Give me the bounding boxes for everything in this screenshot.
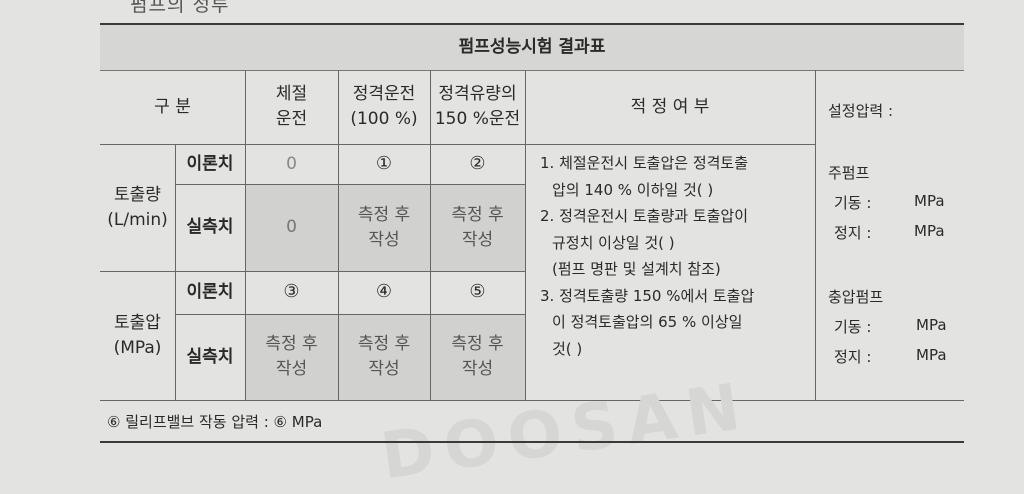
pressure-measured-rated: 측정 후 작성 <box>338 314 430 400</box>
header-shutoff-line2: 운전 <box>275 109 308 129</box>
pressure-measured-shutoff-line2: 작성 <box>275 359 308 379</box>
header-shutoff: 체절 운전 <box>245 70 338 144</box>
pressure-theory-shutoff: ③ <box>283 281 300 303</box>
header-150-line2: 150 %운전 <box>434 109 521 129</box>
grid-line <box>430 70 431 400</box>
jockey-pump-label: 충압펌프 <box>828 288 884 306</box>
relief-valve-footnote: ⑥ 릴리프밸브 작동 압력 : ⑥ MPa <box>107 413 323 431</box>
table-bottom-rule <box>100 441 964 443</box>
pressure-label-line1: 토출압 <box>114 312 161 333</box>
requirement-line: 2. 정격운전시 토출량과 토출압이 <box>540 207 749 225</box>
pressure-theory-150: ⑤ <box>469 281 486 303</box>
requirement-line: 규정치 이상일 것( ) <box>552 233 675 252</box>
set-pressure-title: 설정압력 : <box>828 102 894 120</box>
requirement-line: 3. 정격토출량 150 %에서 토출압 <box>540 286 755 305</box>
grid-line <box>338 70 339 400</box>
grid-line <box>175 314 525 315</box>
grid-line <box>175 184 525 185</box>
header-rated-line1: 정격운전 <box>352 84 416 105</box>
page-heading-cut: 펌프의 성루 <box>130 0 230 16</box>
main-pump-stop-unit: MPa <box>914 222 945 240</box>
table-top-rule <box>100 23 964 25</box>
jockey-pump-start-unit: MPa <box>916 316 947 334</box>
flow-theory-150: ② <box>469 152 486 174</box>
pressure-theory-rated: ④ <box>375 281 393 303</box>
grid-line <box>815 70 816 400</box>
requirement-line: (펌프 명판 및 설계치 참조) <box>552 260 721 278</box>
header-category: 구 분 <box>154 96 191 117</box>
flow-measured-shutoff: 0 <box>286 217 297 238</box>
flow-measured-shade <box>245 184 525 271</box>
header-rated: 정격운전 (100 %) <box>338 70 430 144</box>
flow-label: 토출량 (L/min) <box>100 144 175 271</box>
header-150-line1: 정격유량의 <box>438 84 517 105</box>
flow-measured-150: 측정 후 작성 <box>430 184 525 271</box>
main-pump-start-label: 기동 : <box>834 194 872 212</box>
flow-measured-rated: 측정 후 작성 <box>338 184 430 271</box>
pressure-measured-shutoff-line1: 측정 후 <box>265 334 318 355</box>
pressure-measured-150-line2: 작성 <box>461 359 494 379</box>
flow-label-line1: 토출량 <box>114 184 161 205</box>
flow-theory-shutoff: 0 <box>286 153 297 174</box>
flow-measured-rated-line1: 측정 후 <box>357 204 411 225</box>
grid-line <box>100 271 525 272</box>
pressure-measured-shutoff: 측정 후 작성 <box>245 314 338 400</box>
pressure-label: 토출압 (MPa) <box>100 271 175 400</box>
requirement-line: 압의 140 % 이하일 것( ) <box>552 180 714 199</box>
grid-line <box>100 400 964 401</box>
flow-measured-150-line1: 측정 후 <box>451 204 504 225</box>
pressure-measured-150-line1: 측정 후 <box>451 334 504 355</box>
pressure-measured-rated-line2: 작성 <box>368 359 400 379</box>
pressure-measured-150: 측정 후 작성 <box>430 314 525 400</box>
flow-measured-150-line2: 작성 <box>461 229 494 250</box>
requirement-line: 것( ) <box>552 339 583 358</box>
grid-line <box>525 70 526 400</box>
flow-measured-label: 실측치 <box>186 217 234 238</box>
requirement-line: 이 정격토출압의 65 % 이상일 <box>552 313 743 331</box>
title-band <box>100 25 964 71</box>
grid-line <box>100 144 815 145</box>
flow-theory-label: 이론치 <box>186 153 234 174</box>
pressure-label-line2: (MPa) <box>113 337 162 358</box>
header-150: 정격유량의 150 %운전 <box>430 70 525 144</box>
main-pump-stop-label: 정지 : <box>834 224 872 242</box>
flow-label-line2: (L/min) <box>107 209 168 230</box>
table-title: 펌프성능시험 결과표 <box>458 37 606 57</box>
grid-line <box>175 144 176 400</box>
main-pump-label: 주펌프 <box>828 164 870 182</box>
flow-measured-rated-line2: 작성 <box>368 229 400 250</box>
header-judgement: 적 정 여 부 <box>630 96 710 117</box>
flow-theory-rated: ① <box>375 152 393 174</box>
pressure-theory-label: 이론치 <box>186 282 234 303</box>
requirements-list: 1. 체절운전시 토출압은 정격토출 압의 140 % 이하일 것( ) 2. … <box>540 150 816 362</box>
pressure-measured-shade <box>245 314 525 400</box>
header-shutoff-line1: 체절 <box>275 84 308 105</box>
main-pump-start-unit: MPa <box>914 192 945 210</box>
jockey-pump-stop-label: 정지 : <box>834 348 872 366</box>
grid-line <box>245 70 246 400</box>
requirement-line: 1. 체절운전시 토출압은 정격토출 <box>540 154 749 172</box>
jockey-pump-stop-unit: MPa <box>916 346 947 364</box>
pressure-measured-label: 실측치 <box>186 346 234 367</box>
jockey-pump-start-label: 기동 : <box>834 318 872 336</box>
pressure-measured-rated-line1: 측정 후 <box>357 334 411 355</box>
header-rated-line2: (100 %) <box>350 109 418 129</box>
